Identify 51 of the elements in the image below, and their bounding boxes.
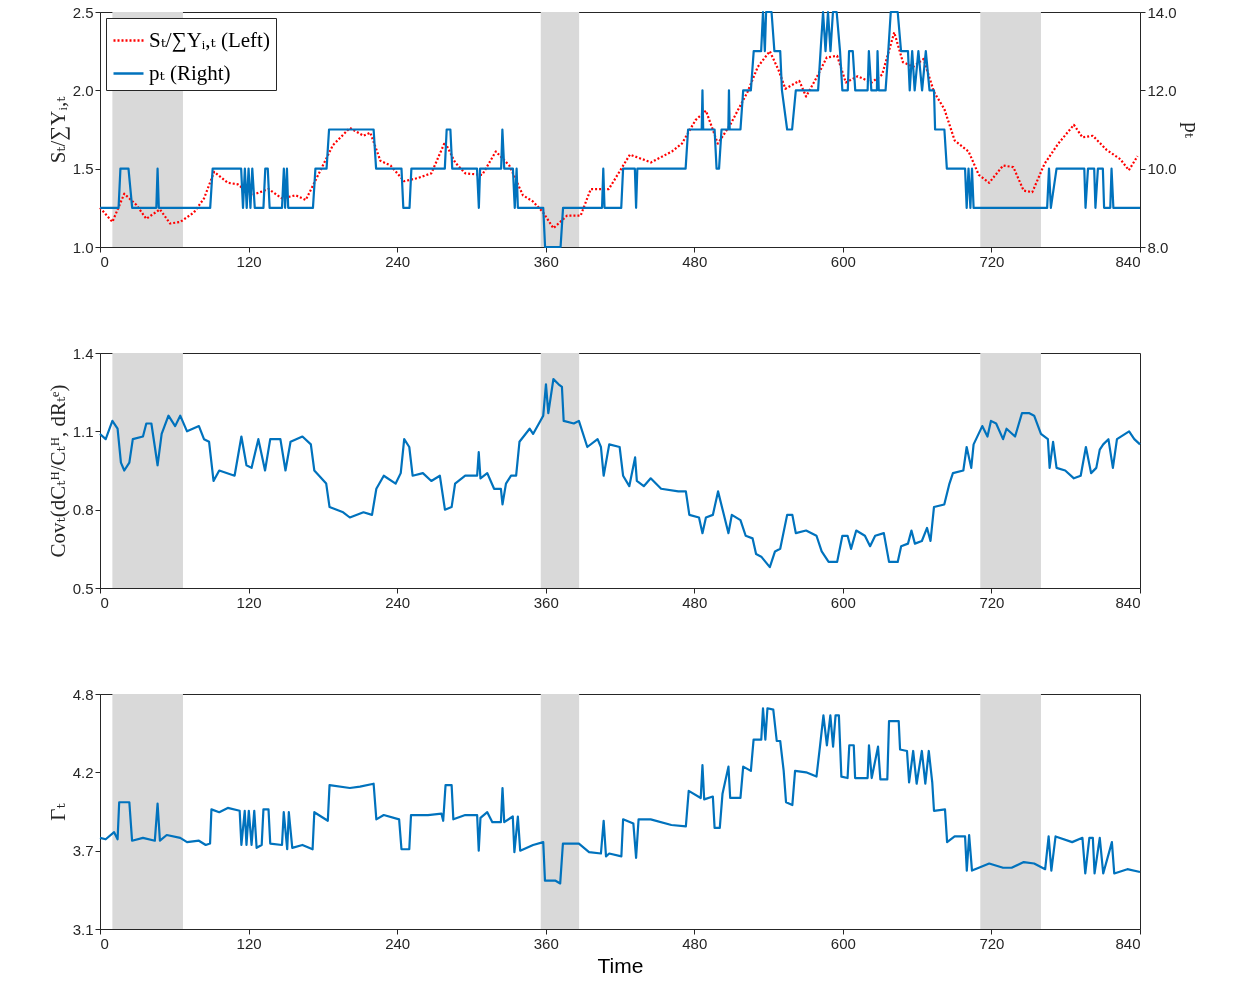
y2-axis-title: pₜ xyxy=(1179,122,1204,139)
x-tick-label: 120 xyxy=(236,252,262,270)
x-tick-label: 360 xyxy=(533,934,559,952)
x-tick-label: 240 xyxy=(385,934,411,952)
y-tick-label: 0.5 xyxy=(72,579,94,597)
y-tick-label: 0.8 xyxy=(72,501,94,519)
y-axis-title: Γₜ xyxy=(45,802,70,821)
x-tick-label: 240 xyxy=(385,252,411,270)
y-tick-label: 3.7 xyxy=(72,842,94,860)
line-series xyxy=(98,707,1142,885)
y-tick-label: 1.4 xyxy=(72,344,94,362)
x-tick-label: 0 xyxy=(100,593,109,611)
line-series xyxy=(98,31,1139,230)
y-tick-label: 1.1 xyxy=(72,422,94,440)
x-tick-label: 360 xyxy=(533,593,559,611)
x-tick-label: 720 xyxy=(979,593,1005,611)
y-axis-title: Covₜ(dCₜᴴ/Cₜᴴ, dRₜᵉ) xyxy=(45,384,70,558)
y-tick-label: 1.0 xyxy=(72,238,94,256)
x-tick-label: 840 xyxy=(1115,593,1141,611)
x-tick-label: 0 xyxy=(100,934,109,952)
x-axis-title: Time xyxy=(597,953,644,977)
y-axis-title: Sₜ/∑Yᵢ,ₜ xyxy=(45,95,70,164)
legend-label: pₜ (Right) xyxy=(149,60,231,85)
y-tick-label: 4.2 xyxy=(72,763,94,781)
x-tick-label: 600 xyxy=(830,252,856,270)
line-series xyxy=(98,378,1142,569)
x-tick-label: 120 xyxy=(236,593,262,611)
y2-tick-label: 14.0 xyxy=(1147,3,1177,21)
y-tick-label: 4.8 xyxy=(72,685,94,703)
x-tick-label: 720 xyxy=(979,252,1005,270)
x-tick-label: 240 xyxy=(385,593,411,611)
x-tick-label: 600 xyxy=(830,934,856,952)
y2-tick-label: 8.0 xyxy=(1147,238,1169,256)
x-tick-label: 480 xyxy=(682,593,708,611)
y-tick-label: 2.5 xyxy=(72,3,94,21)
x-tick-label: 360 xyxy=(533,252,559,270)
y2-tick-label: 12.0 xyxy=(1147,81,1177,99)
legend-label: Sₜ/∑Yᵢ,ₜ (Left) xyxy=(149,27,270,52)
x-tick-label: 480 xyxy=(682,934,708,952)
x-tick-label: 0 xyxy=(100,252,109,270)
y-tick-label: 3.1 xyxy=(72,920,94,938)
x-tick-label: 120 xyxy=(236,934,262,952)
x-tick-label: 480 xyxy=(682,252,708,270)
x-tick-label: 840 xyxy=(1115,934,1141,952)
y2-tick-label: 10.0 xyxy=(1147,160,1177,178)
y-tick-label: 1.5 xyxy=(72,160,94,178)
x-tick-label: 720 xyxy=(979,934,1005,952)
x-tick-label: 600 xyxy=(830,593,856,611)
x-tick-label: 840 xyxy=(1115,252,1141,270)
line-series xyxy=(98,10,1142,249)
y-tick-label: 2.0 xyxy=(72,81,94,99)
